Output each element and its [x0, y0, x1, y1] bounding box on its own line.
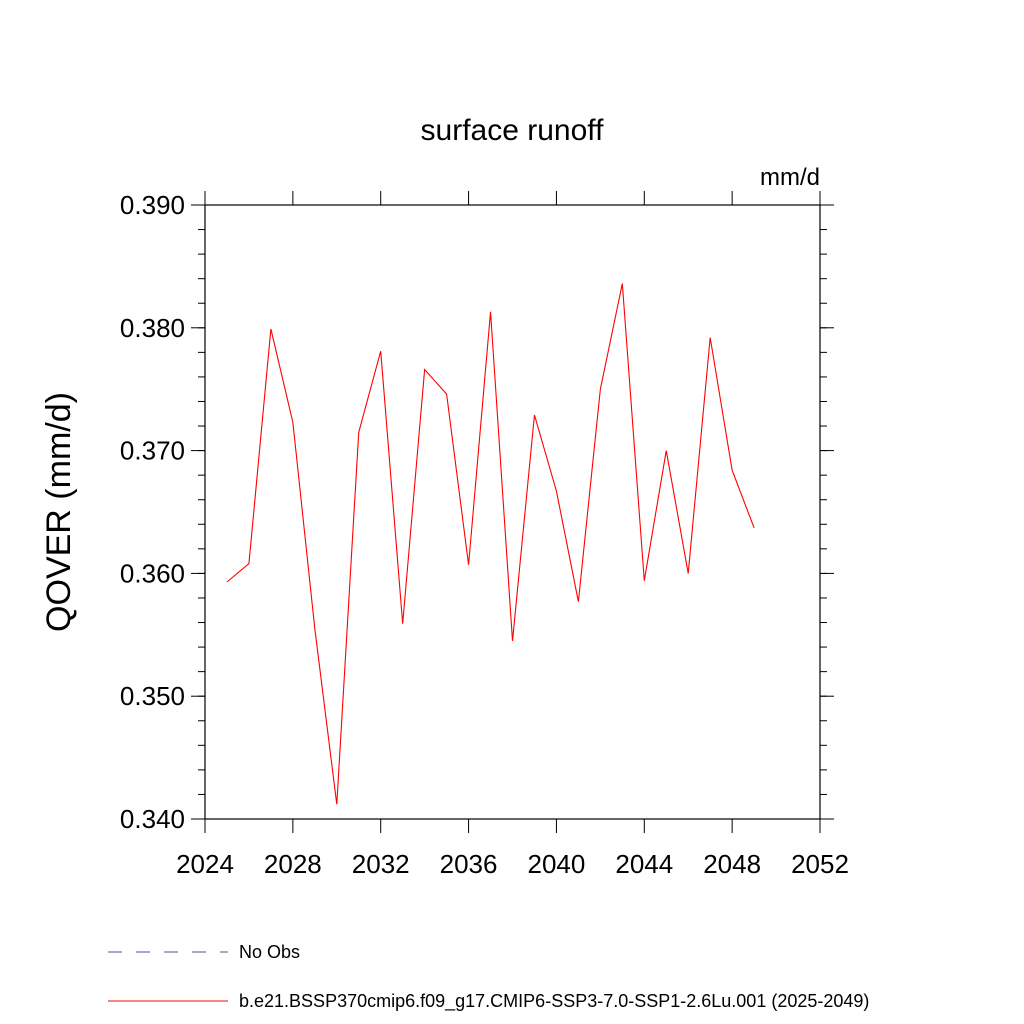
series-line [226, 283, 755, 805]
x-tick-label: 2040 [528, 849, 586, 879]
chart-title: surface runoff [421, 114, 605, 147]
x-tick-label: 2028 [264, 849, 322, 879]
x-tick-label: 2048 [703, 849, 761, 879]
y-tick-label: 0.390 [120, 190, 185, 220]
units-label: mm/d [760, 164, 820, 191]
legend-label: No Obs [239, 942, 300, 962]
y-tick-label: 0.340 [120, 804, 185, 834]
x-tick-label: 2024 [176, 849, 234, 879]
series-layer [226, 283, 755, 805]
axis-ticks [191, 191, 834, 833]
y-tick-label: 0.350 [120, 681, 185, 711]
y-tick-label: 0.370 [120, 436, 185, 466]
legend: No Obs b.e21.BSSP370cmip6.f09_g17.CMIP6-S… [108, 942, 869, 1012]
legend-label: b.e21.BSSP370cmip6.f09_g17.CMIP6-SSP3-7.… [239, 991, 869, 1012]
y-tick-label: 0.360 [120, 558, 185, 588]
y-tick-label: 0.380 [120, 313, 185, 343]
x-tick-label: 2044 [615, 849, 673, 879]
x-tick-label: 2032 [352, 849, 410, 879]
y-axis-label: QOVER (mm/d) [40, 392, 78, 632]
plot-frame [204, 204, 821, 820]
x-tick-label: 2052 [791, 849, 849, 879]
axis-tick-labels: 2024 2028 2032 2036 2040 2044 2048 2052 0.340 0.3… [120, 190, 849, 879]
x-tick-label: 2036 [440, 849, 498, 879]
